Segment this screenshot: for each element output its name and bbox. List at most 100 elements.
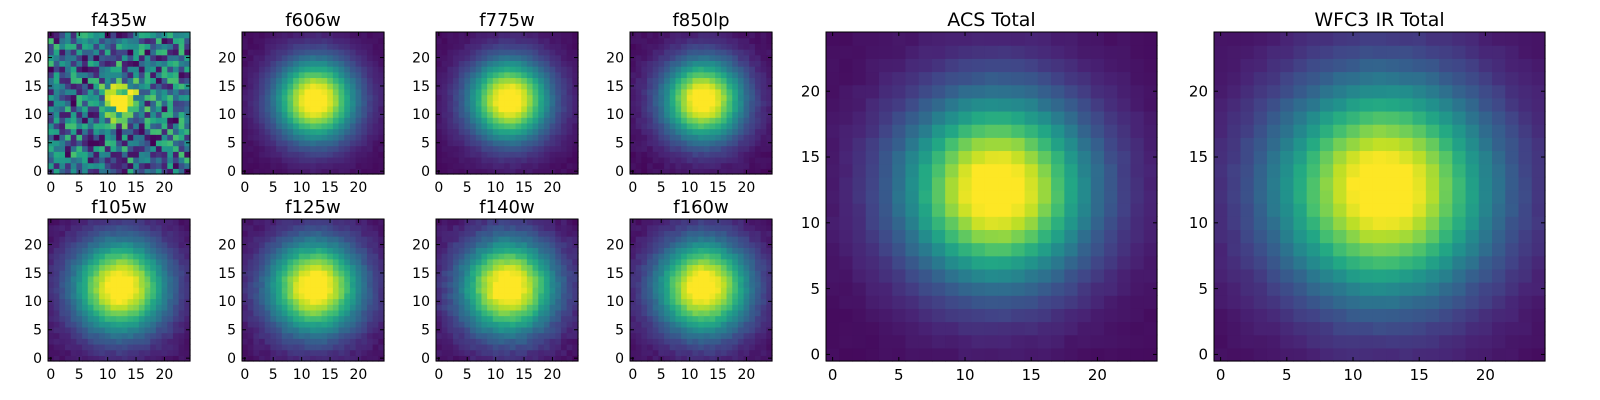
heatmap-cell [53, 168, 60, 175]
heatmap-cell [664, 281, 671, 288]
heatmap-cell [481, 77, 488, 84]
heatmap-cell [703, 43, 711, 50]
heatmap-cell [310, 292, 317, 300]
heatmap-cell [664, 338, 671, 345]
heatmap-cell [48, 122, 55, 130]
heatmap-cell [87, 162, 95, 169]
heatmap-cell [287, 43, 294, 50]
heatmap-cell [144, 253, 151, 260]
heatmap-cell [99, 236, 106, 243]
heatmap-cell [675, 77, 682, 84]
heatmap-cell [754, 54, 762, 61]
heatmap-cell [521, 105, 528, 113]
heatmap-cell [53, 32, 60, 39]
heatmap-cell [293, 309, 300, 317]
heatmap-cell [766, 292, 773, 300]
heatmap-cell [178, 37, 185, 44]
heatmap-cell [65, 224, 72, 231]
heatmap-cell [635, 355, 642, 362]
heatmap-cell [53, 241, 60, 248]
heatmap-cell [327, 66, 334, 73]
heatmap-cell [458, 94, 465, 101]
heatmap-cell [172, 275, 180, 283]
heatmap-cell [264, 37, 271, 44]
heatmap-cell [332, 77, 340, 84]
heatmap-cell [281, 83, 289, 90]
heatmap-cell [737, 349, 745, 356]
heatmap-cell [65, 258, 72, 266]
heatmap-cell [464, 343, 471, 351]
heatmap-cell [150, 94, 157, 101]
heatmap-cell [549, 71, 556, 79]
heatmap-cell [59, 298, 66, 305]
heatmap-cell [538, 32, 545, 39]
heatmap-cell [70, 162, 77, 169]
heatmap-cell [515, 287, 522, 294]
heatmap-cell [743, 321, 750, 328]
heatmap-cell [264, 292, 271, 300]
heatmap-cell [458, 309, 465, 317]
heatmap-cell [732, 105, 739, 113]
heatmap-cell [327, 298, 334, 305]
heatmap-cell [155, 332, 163, 339]
heatmap-cell [70, 49, 77, 56]
heatmap-cell [470, 236, 477, 243]
heatmap-cell [178, 32, 185, 39]
heatmap-cell [150, 162, 157, 169]
heatmap-cell [281, 309, 289, 317]
heatmap-cell [647, 281, 654, 288]
heatmap-cell [253, 349, 260, 356]
heatmap-cell [344, 60, 351, 67]
heatmap-cell [378, 349, 385, 356]
heatmap-cell [641, 49, 648, 56]
panel-title: f140w [479, 197, 534, 218]
heatmap-cell [658, 37, 665, 44]
heatmap-cell [59, 49, 66, 56]
heatmap-cell [720, 332, 728, 339]
heatmap-cell [630, 349, 637, 356]
heatmap-cell [150, 219, 157, 226]
heatmap-cell [555, 134, 562, 141]
heatmap-cell [726, 105, 733, 113]
heatmap-cell [349, 332, 357, 339]
heatmap-cell [681, 292, 688, 300]
heatmap-cell [720, 270, 728, 277]
heatmap-cell [749, 292, 756, 300]
heatmap-cell [127, 253, 134, 260]
heatmap-cell [686, 77, 694, 84]
heatmap-cell [743, 292, 750, 300]
heatmap-cell [327, 332, 334, 339]
heatmap-cell [555, 117, 562, 124]
heatmap-cell [121, 54, 129, 61]
heatmap-cell [338, 66, 345, 73]
heatmap-cell [538, 321, 545, 328]
x-tick-label: 5 [269, 367, 278, 383]
heatmap-cell [104, 241, 112, 248]
heatmap-cell [521, 162, 528, 169]
heatmap-cell [441, 54, 448, 61]
heatmap-cell [378, 43, 385, 50]
heatmap-cell [509, 43, 517, 50]
heatmap-cell [138, 139, 146, 147]
heatmap-cell [549, 287, 556, 294]
heatmap-cell [675, 321, 682, 328]
heatmap-cell [127, 77, 134, 84]
heatmap-cell [338, 60, 345, 67]
heatmap-cell [543, 304, 551, 311]
heatmap-cell [743, 77, 750, 84]
heatmap-cell [378, 145, 385, 152]
heatmap-cell [161, 100, 168, 107]
heatmap-cell [492, 270, 500, 277]
heatmap-cell [726, 37, 733, 44]
heatmap-cell [664, 94, 671, 101]
heatmap-cell [315, 83, 323, 90]
heatmap-cell [53, 43, 60, 50]
heatmap-cell [509, 241, 517, 248]
heatmap-cell [161, 156, 168, 164]
heatmap-cell [259, 292, 266, 300]
heatmap-cell [521, 264, 528, 271]
heatmap-cell [93, 71, 100, 79]
heatmap-cell [664, 60, 671, 67]
heatmap-cell [692, 349, 699, 356]
heatmap-cell [441, 139, 448, 147]
